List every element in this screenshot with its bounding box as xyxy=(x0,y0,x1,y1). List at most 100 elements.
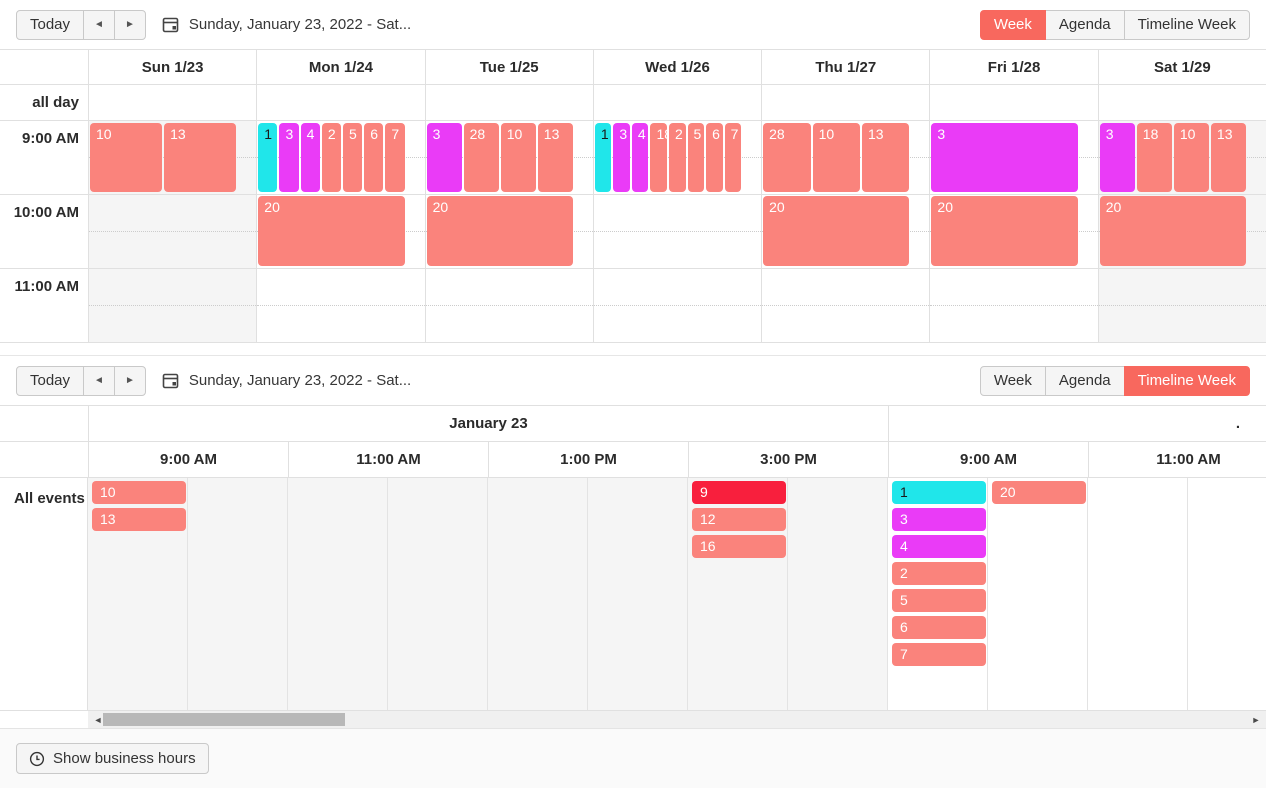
work-half-cell[interactable] xyxy=(257,269,425,306)
all-day-cell-tue-1/25[interactable] xyxy=(424,85,593,120)
timeline-event-20[interactable]: 20 xyxy=(992,481,1086,504)
timeline-slot-11[interactable] xyxy=(1188,478,1266,710)
event-20[interactable]: 20 xyxy=(1099,196,1246,266)
day-header-wed-1/26[interactable]: Wed 1/26 xyxy=(592,50,761,84)
timeline-event-9[interactable]: 9 xyxy=(692,481,786,504)
timeline-slot-8[interactable] xyxy=(888,478,988,710)
all-day-cell-mon-1/24[interactable] xyxy=(256,85,424,120)
all-day-cell-thu-1/27[interactable] xyxy=(761,85,929,120)
event-28[interactable]: 28 xyxy=(463,123,499,192)
event-20[interactable]: 20 xyxy=(763,196,910,266)
timeline-event-4[interactable]: 4 xyxy=(892,535,986,558)
event-18[interactable]: 18 xyxy=(1136,123,1172,192)
prev-button[interactable]: ◄ xyxy=(83,365,115,396)
event-4[interactable]: 4 xyxy=(300,123,320,192)
event-13[interactable]: 13 xyxy=(862,123,910,192)
event-3[interactable]: 3 xyxy=(931,123,1078,192)
next-button[interactable]: ► xyxy=(113,9,146,40)
work-half-cell[interactable] xyxy=(762,269,930,306)
event-20[interactable]: 20 xyxy=(258,196,405,266)
day-header-sun-1/23[interactable]: Sun 1/23 xyxy=(88,50,256,84)
event-10[interactable]: 10 xyxy=(812,123,860,192)
timeline-event-13[interactable]: 13 xyxy=(92,508,186,531)
all-day-cell-sun-1/23[interactable] xyxy=(88,85,256,120)
scroll-left-icon[interactable]: ◄ xyxy=(93,714,103,725)
view-button-week[interactable]: Week xyxy=(979,365,1046,396)
event-28[interactable]: 28 xyxy=(763,123,811,192)
timeline-slot-1[interactable] xyxy=(188,478,288,710)
timeline-event-7[interactable]: 7 xyxy=(892,643,986,666)
work-half-cell[interactable] xyxy=(89,195,257,232)
event-10[interactable]: 10 xyxy=(500,123,536,192)
next-button[interactable]: ► xyxy=(113,365,146,396)
scrollbar-thumb[interactable] xyxy=(103,713,345,726)
event-13[interactable]: 13 xyxy=(1210,123,1246,192)
timeline-event-6[interactable]: 6 xyxy=(892,616,986,639)
event-7[interactable]: 7 xyxy=(724,123,742,192)
event-2[interactable]: 2 xyxy=(669,123,686,192)
timeline-event-2[interactable]: 2 xyxy=(892,562,986,585)
event-6[interactable]: 6 xyxy=(364,123,384,192)
scrollbar-track[interactable]: ◄ ► xyxy=(88,711,1266,728)
work-half-cell[interactable] xyxy=(594,306,761,343)
work-half-cell[interactable] xyxy=(426,306,593,343)
event-20[interactable]: 20 xyxy=(426,196,573,266)
today-button[interactable]: Today xyxy=(16,9,85,40)
event-1[interactable]: 1 xyxy=(258,123,278,192)
event-10[interactable]: 10 xyxy=(1173,123,1209,192)
timeline-slot-2[interactable] xyxy=(288,478,388,710)
timeline-slot-10[interactable] xyxy=(1088,478,1188,710)
timeline-slot-9[interactable] xyxy=(988,478,1088,710)
event-7[interactable]: 7 xyxy=(385,123,405,192)
timeline-slot-4[interactable] xyxy=(488,478,588,710)
event-3[interactable]: 3 xyxy=(426,123,462,192)
day-header-fri-1/28[interactable]: Fri 1/28 xyxy=(929,50,1097,84)
event-6[interactable]: 6 xyxy=(706,123,723,192)
work-half-cell[interactable] xyxy=(1099,306,1266,343)
event-5[interactable]: 5 xyxy=(343,123,363,192)
view-button-week[interactable]: Week xyxy=(979,9,1046,40)
work-half-cell[interactable] xyxy=(762,306,929,343)
work-half-cell[interactable] xyxy=(89,269,257,306)
event-10[interactable]: 10 xyxy=(90,123,163,192)
scroll-right-icon[interactable]: ► xyxy=(1251,714,1261,725)
event-5[interactable]: 5 xyxy=(687,123,705,192)
work-half-cell[interactable] xyxy=(593,269,762,306)
event-18[interactable]: 18 xyxy=(650,123,667,192)
all-day-cell-sat-1/29[interactable] xyxy=(1097,85,1266,120)
view-button-timeline-week[interactable]: Timeline Week xyxy=(1123,9,1250,40)
event-4[interactable]: 4 xyxy=(631,123,649,192)
event-13[interactable]: 13 xyxy=(164,123,237,192)
event-3[interactable]: 3 xyxy=(1099,123,1135,192)
day-header-sat-1/29[interactable]: Sat 1/29 xyxy=(1097,50,1266,84)
event-13[interactable]: 13 xyxy=(537,123,573,192)
event-1[interactable]: 1 xyxy=(594,123,612,192)
work-half-cell[interactable] xyxy=(89,306,256,343)
day-header-mon-1/24[interactable]: Mon 1/24 xyxy=(256,50,424,84)
work-half-cell[interactable] xyxy=(257,306,424,343)
timeline-event-16[interactable]: 16 xyxy=(692,535,786,558)
view-button-agenda[interactable]: Agenda xyxy=(1044,365,1125,396)
event-20[interactable]: 20 xyxy=(931,196,1078,266)
all-day-cell-fri-1/28[interactable] xyxy=(929,85,1097,120)
work-half-cell[interactable] xyxy=(594,232,761,269)
work-half-cell[interactable] xyxy=(930,306,1097,343)
timeline-slot-7[interactable] xyxy=(788,478,888,710)
work-half-cell[interactable] xyxy=(425,269,593,306)
day-header-tue-1/25[interactable]: Tue 1/25 xyxy=(424,50,593,84)
timeline-slot-5[interactable] xyxy=(588,478,688,710)
event-3[interactable]: 3 xyxy=(613,123,630,192)
day-header-thu-1/27[interactable]: Thu 1/27 xyxy=(761,50,929,84)
timeline-event-10[interactable]: 10 xyxy=(92,481,186,504)
work-half-cell[interactable] xyxy=(1098,269,1266,306)
prev-button[interactable]: ◄ xyxy=(83,9,115,40)
work-half-cell[interactable] xyxy=(593,195,762,232)
view-button-agenda[interactable]: Agenda xyxy=(1044,9,1125,40)
view-button-timeline-week[interactable]: Timeline Week xyxy=(1123,365,1250,396)
event-3[interactable]: 3 xyxy=(279,123,299,192)
timeline-event-12[interactable]: 12 xyxy=(692,508,786,531)
show-business-hours-button[interactable]: Show business hours xyxy=(16,743,209,774)
timeline-slot-3[interactable] xyxy=(388,478,488,710)
today-button[interactable]: Today xyxy=(16,365,85,396)
timeline-event-1[interactable]: 1 xyxy=(892,481,986,504)
